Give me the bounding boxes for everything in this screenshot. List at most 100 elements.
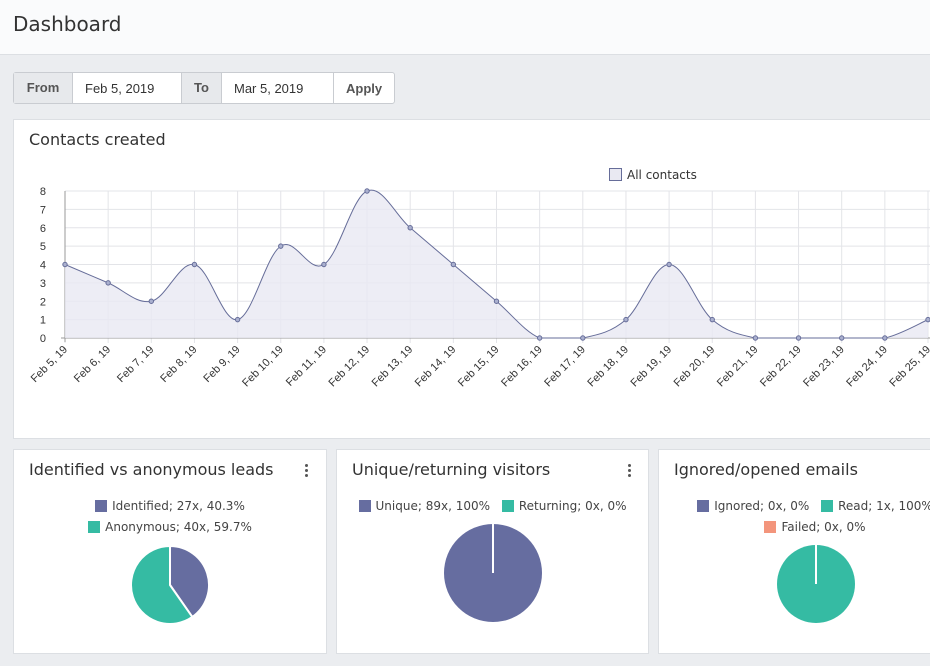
pie-slice[interactable] [169, 545, 210, 619]
data-point [536, 335, 543, 341]
x-tick-label: Feb 19, 19 [629, 344, 675, 390]
x-tick-label: Feb 18, 19 [585, 344, 631, 390]
x-tick-label: Feb 24, 19 [844, 344, 890, 390]
x-tick-label: Feb 25, 19 [887, 344, 930, 390]
contacts-created-card: Contacts created All contacts 0 1 2 3 4 5 6 7 8 F… [13, 119, 930, 439]
data-point [882, 335, 888, 341]
x-tick-label: Feb 5, 19 [29, 344, 70, 385]
x-tick-label: Feb 14, 19 [413, 344, 459, 390]
data-point [62, 261, 68, 268]
data-point [407, 225, 413, 231]
legend-label: Read; 1x, 100% [838, 499, 930, 513]
leads-legend: Identified; 27x, 40.3% [14, 499, 326, 513]
leads-card-title: Identified vs anonymous leads [29, 460, 274, 479]
legend-label: Failed; 0x, 0% [781, 520, 866, 534]
visitors-card: Unique/returning visitors Unique; 89x, 1… [336, 449, 649, 654]
y-tick-label: 1 [40, 315, 46, 327]
data-point [321, 261, 327, 268]
y-tick-label: 7 [40, 204, 46, 216]
ignored-swatch [697, 500, 710, 512]
leads-pie-chart [130, 545, 210, 625]
data-point [752, 335, 759, 341]
legend-item-read[interactable]: Read; 1x, 100% [821, 499, 930, 513]
leads-legend-row2: Anonymous; 40x, 59.7% [14, 520, 326, 534]
legend-label: Anonymous; 40x, 59.7% [105, 520, 252, 534]
legend-item-anonymous[interactable]: Anonymous; 40x, 59.7% [88, 520, 252, 534]
data-point [278, 243, 284, 249]
legend-label: Returning; 0x, 0% [518, 499, 627, 513]
page-title: Dashboard [13, 12, 122, 36]
data-point [493, 298, 500, 304]
chart-legend[interactable]: All contacts [609, 168, 697, 182]
leads-menu-icon[interactable] [305, 464, 309, 480]
y-tick-label: 6 [40, 223, 46, 235]
x-tick-label: Feb 20, 19 [672, 344, 718, 390]
data-point [450, 261, 457, 268]
apply-button[interactable]: Apply [333, 73, 395, 103]
failed-swatch [764, 521, 777, 533]
to-date-input[interactable] [222, 73, 333, 103]
y-tick-label: 0 [40, 333, 46, 345]
emails-pie-chart [777, 544, 855, 623]
legend-label: Ignored; 0x, 0% [714, 499, 810, 513]
legend-item-identified[interactable]: Identified; 27x, 40.3% [95, 499, 245, 513]
visitors-card-title: Unique/returning visitors [352, 460, 551, 479]
data-point [839, 335, 845, 341]
x-tick-label: Feb 21, 19 [715, 344, 761, 390]
data-point [105, 280, 111, 286]
data-point [580, 335, 586, 341]
x-tick-label: Feb 7, 19 [115, 344, 156, 385]
series-line [64, 189, 929, 339]
area-fill [65, 190, 928, 338]
legend-item-unique[interactable]: Unique; 89x, 100% [358, 499, 491, 513]
data-point [925, 316, 930, 323]
data-point [191, 261, 198, 268]
y-tick-label: 4 [40, 260, 46, 272]
data-point [623, 316, 629, 323]
data-point [666, 261, 672, 268]
pie-slice[interactable] [130, 545, 194, 625]
x-tick-label: Feb 15, 19 [456, 344, 502, 390]
from-label: From [14, 73, 73, 103]
legend-label: Identified; 27x, 40.3% [112, 499, 245, 513]
identified-swatch [95, 500, 108, 512]
data-point [148, 298, 155, 304]
legend-label: Unique; 89x, 100% [375, 499, 491, 513]
y-tick-label: 5 [40, 241, 46, 253]
emails-legend: Ignored; 0x, 0% Read; 1x, 100% [659, 499, 930, 513]
date-range-filter: From To Apply [13, 72, 396, 104]
x-tick-label: Feb 10, 19 [240, 344, 286, 390]
data-point [364, 188, 370, 194]
anonymous-swatch [88, 521, 101, 533]
x-tick-label: Feb 17, 19 [542, 344, 588, 390]
emails-legend-row2: Failed; 0x, 0% [659, 520, 930, 534]
all-contacts-swatch [609, 168, 622, 181]
y-tick-label: 3 [40, 278, 46, 290]
x-tick-label: Feb 9, 19 [201, 344, 242, 385]
read-swatch [821, 500, 834, 512]
emails-card: Ignored/opened emails Ignored; 0x, 0% Re… [658, 449, 930, 654]
x-tick-label: Feb 22, 19 [758, 344, 804, 390]
legend-item-returning[interactable]: Returning; 0x, 0% [501, 499, 627, 513]
legend-item-failed[interactable]: Failed; 0x, 0% [764, 520, 866, 534]
unique-swatch [358, 500, 371, 512]
visitors-legend: Unique; 89x, 100% Returning; 0x, 0% [337, 499, 648, 513]
x-tick-label: Feb 16, 19 [499, 344, 545, 390]
header: Dashboard [0, 0, 930, 55]
all-contacts-legend-label: All contacts [627, 168, 697, 182]
x-tick-label: Feb 12, 19 [326, 344, 372, 390]
legend-item-ignored[interactable]: Ignored; 0x, 0% [697, 499, 809, 513]
data-point [709, 316, 715, 323]
x-tick-label: Feb 6, 19 [72, 344, 113, 385]
data-point [234, 316, 241, 323]
from-date-input[interactable] [73, 73, 181, 103]
visitors-pie-chart [444, 523, 542, 622]
x-tick-label: Feb 8, 19 [158, 344, 199, 385]
x-tick-label: Feb 11, 19 [284, 344, 329, 389]
data-point [795, 335, 802, 341]
leads-card: Identified vs anonymous leads Identified… [13, 449, 327, 654]
visitors-menu-icon[interactable] [628, 464, 632, 480]
y-tick-label: 2 [40, 296, 46, 308]
x-tick-label: Feb 23, 19 [801, 344, 847, 390]
